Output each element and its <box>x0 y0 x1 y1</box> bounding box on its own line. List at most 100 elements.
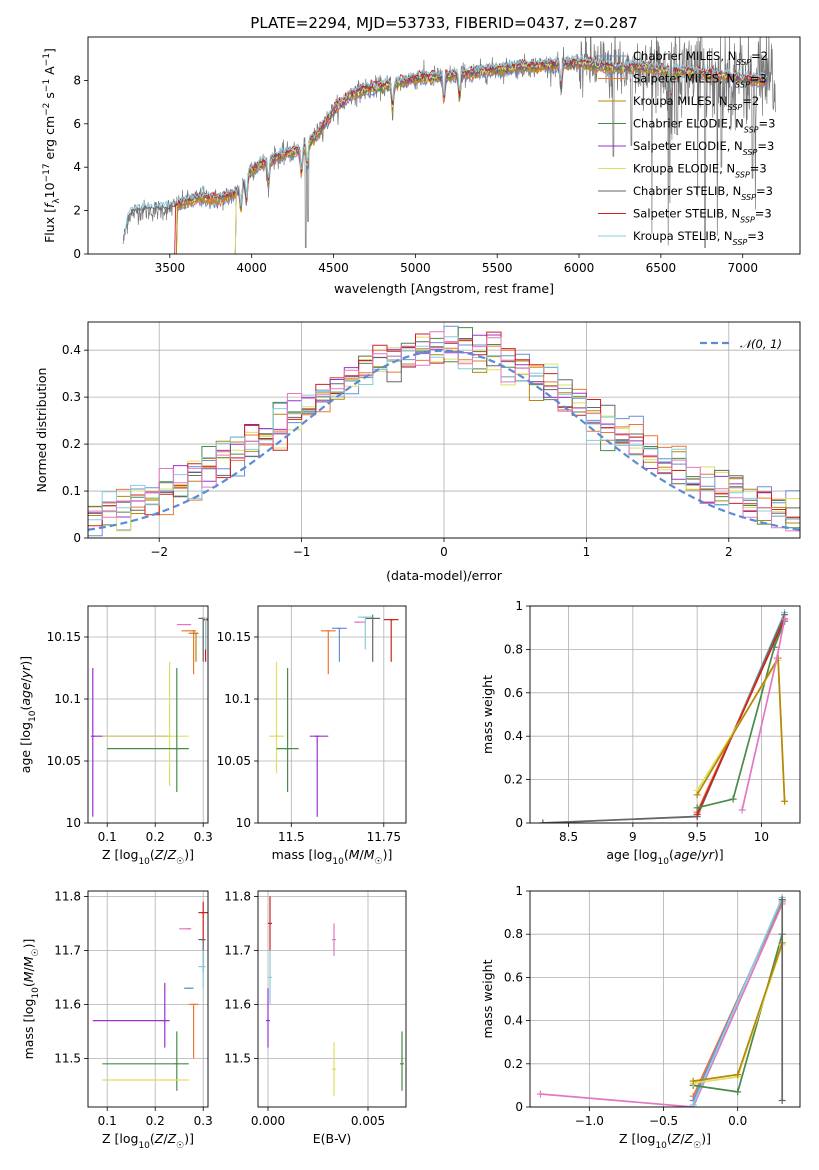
y-tick-label: 2 <box>73 204 81 218</box>
figure-title: PLATE=2294, MJD=53733, FIBERID=0437, z=0… <box>250 14 637 32</box>
label-part: Z <box>154 1131 164 1146</box>
label-part: / <box>360 847 365 862</box>
y-tick-label: 0.4 <box>504 1014 523 1028</box>
weight-marker <box>693 804 701 812</box>
model-spectrum-line <box>234 60 767 254</box>
x-tick-label: −0.5 <box>649 1114 678 1128</box>
label-part: ☉ <box>176 1141 184 1151</box>
plot-area <box>539 609 789 823</box>
legend-text: Kroupa ELODIE, N <box>633 162 735 176</box>
label-part: Z [log <box>619 1131 655 1146</box>
label-part: ☉ <box>375 857 383 867</box>
weight-series-line <box>542 614 786 823</box>
residual-histogram <box>88 334 800 520</box>
label-part: )] <box>18 656 33 666</box>
x-axis-label: wavelength [Angstrom, rest frame] <box>334 281 554 296</box>
residual-histogram <box>88 336 800 521</box>
weight-marker <box>770 643 778 651</box>
x-tick-label: 2 <box>725 545 733 559</box>
label-part: mass [log <box>272 847 333 862</box>
x-tick-label: 9 <box>629 830 637 844</box>
axes-frame <box>257 890 407 1108</box>
label-part: / <box>680 1131 685 1146</box>
y-tick-label: 0.6 <box>504 970 523 984</box>
weight-marker <box>729 795 737 803</box>
weight-marker <box>539 819 547 823</box>
legend-label: Salpeter STELIB, NSSP=3 <box>633 207 772 225</box>
y-tick-label: 11.8 <box>54 889 81 903</box>
x-tick-label: −2 <box>150 545 168 559</box>
panel-residuals: −2 −1 0 1 2 0 0.1 0.2 0.3 0.4 (data-model)/error No… <box>34 321 801 583</box>
legend-text: =3 <box>750 72 767 86</box>
weight-marker <box>693 791 701 799</box>
label-part: Z [log <box>102 847 138 862</box>
label-part: ☉ <box>176 857 184 867</box>
legend-text: =3 <box>756 184 773 198</box>
legend-text: =3 <box>757 139 774 153</box>
x-tick-label: −1.0 <box>575 1114 604 1128</box>
y-axis-label: Flux [fλ10−17 erg cm−2 s−1 A−1] <box>42 48 62 243</box>
panel-weight_vs_Z: −1.0 −0.5 0.000.20.40.60.81Z [log10(Z/Z☉)]… <box>480 884 801 1151</box>
x-tick-label: 6000 <box>564 261 595 275</box>
label-part: age [log <box>18 722 33 773</box>
y-axis-label: age [log10(age/yr)] <box>18 656 38 773</box>
weight-marker <box>693 810 701 818</box>
y-tick-label: 8 <box>73 73 81 87</box>
y-tick-label: 4 <box>73 160 81 174</box>
y-tick-label: 0 <box>73 247 81 261</box>
x-tick-label: 0.000 <box>251 1114 285 1128</box>
axes-frame <box>257 605 407 824</box>
y-tick-label: 0 <box>73 531 81 545</box>
panel-mass_vs_ebv: 0.000 0.005 11.5 11.6 11.7 11.8 E(B-V) <box>224 889 407 1146</box>
x-axis-label: (data-model)/error <box>386 568 503 583</box>
x-axis-label: age [log10(age/yr)] <box>606 847 723 867</box>
legend-text: =3 <box>750 162 767 176</box>
weight-marker <box>536 1090 544 1098</box>
legend-text: Kroupa STELIB, N <box>633 229 733 243</box>
label-part: Z <box>167 1131 177 1146</box>
label-part: age <box>674 847 698 862</box>
model-spectrum-line <box>234 59 768 254</box>
x-tick-label: 0.2 <box>146 1114 165 1128</box>
label-part: )] <box>184 1131 194 1146</box>
axes-frame <box>87 321 801 539</box>
label-part: )] <box>21 939 36 949</box>
y-tick-label: 0.1 <box>62 484 81 498</box>
label-part: yr <box>18 665 33 679</box>
x-tick-label: −1 <box>293 545 311 559</box>
legend-text: Salpeter MILES, N <box>633 72 735 86</box>
legend-subscript: SSP <box>744 125 759 134</box>
x-tick-label: 4500 <box>318 261 349 275</box>
y-tick-label: 0.8 <box>504 642 523 656</box>
legend-subscript: SSP <box>743 148 758 157</box>
label-part: ( <box>667 1131 672 1146</box>
legend-label: Salpeter ELODIE, NSSP=3 <box>633 139 774 157</box>
y-tick-label: 10.05 <box>217 754 251 768</box>
x-tick-label: 0.0 <box>728 1114 747 1128</box>
y-tick-label: 0 <box>515 816 523 830</box>
label-part: 10 <box>42 182 57 198</box>
label-part: M <box>21 956 36 967</box>
axes-frame <box>87 890 209 1108</box>
label-part: )] <box>714 847 724 862</box>
legend-subscript: SSP <box>741 193 756 202</box>
label-part: ☉ <box>693 1141 701 1151</box>
label-part: ( <box>669 847 674 862</box>
weight-series-line <box>542 612 786 823</box>
legend-label: Kroupa MILES, NSSP=2 <box>633 94 759 112</box>
weight-marker <box>689 1077 697 1085</box>
x-axis-label: Z [log10(Z/Z☉)] <box>102 1131 194 1151</box>
legend-subscript: SSP <box>736 58 751 67</box>
x-tick-label: 0.005 <box>351 1114 385 1128</box>
y-tick-label: 11.8 <box>224 889 251 903</box>
x-tick-label: 5500 <box>482 261 513 275</box>
label-part: −1 <box>42 53 52 66</box>
weight-series-line <box>696 620 786 809</box>
label-part: λ <box>52 198 62 204</box>
legend-label: Salpeter MILES, NSSP=3 <box>633 72 767 90</box>
y-tick-label: 6 <box>73 117 81 131</box>
label-part: 10 <box>28 710 38 722</box>
